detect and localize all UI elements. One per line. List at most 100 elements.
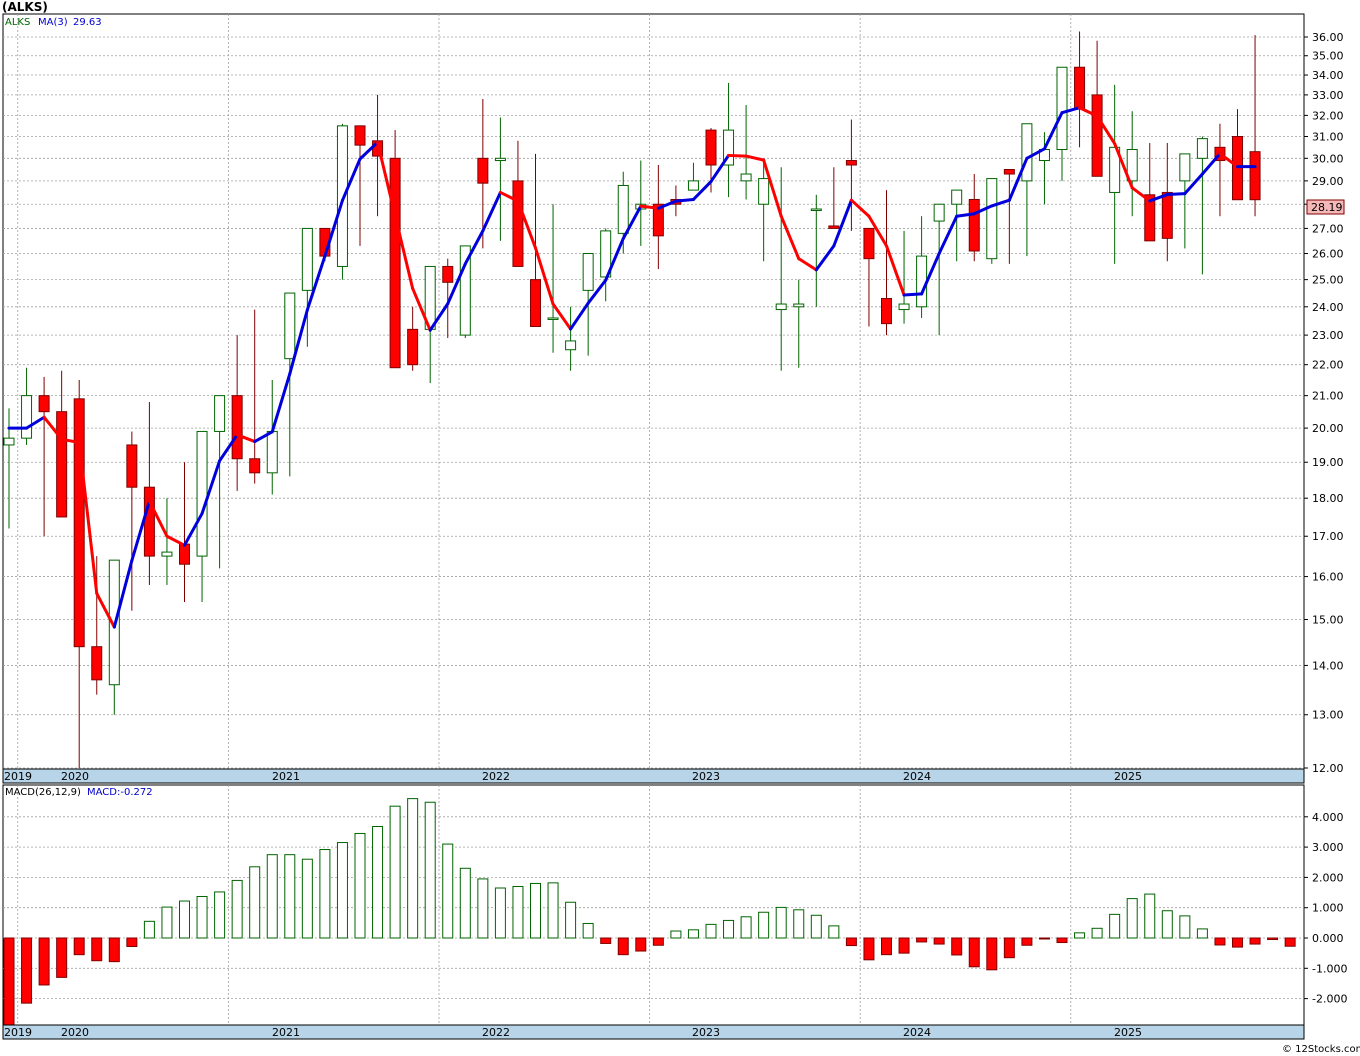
macd-bar [617,937,629,956]
legend-symbol: ALKS [5,17,30,28]
macd-bar [670,930,682,939]
ma-segment [902,292,924,297]
macd-tick-label: 3.000 [1312,841,1344,854]
macd-bar [266,854,278,939]
candle-body [477,157,489,184]
macd-legend-label: MACD(26,12,9) [5,787,81,798]
candle [91,556,103,695]
ma-segment [1165,192,1187,197]
macd-bar [898,937,910,954]
ma-segment [885,244,906,297]
candle-body [1056,66,1068,151]
candle [740,105,752,200]
candle [494,117,506,241]
ma-segment [95,591,116,629]
candle-body [530,279,541,327]
ma-segment [586,278,608,305]
macd-bar [828,925,840,939]
candle-body [1161,191,1173,239]
macd-bar [881,937,892,956]
macd-bar [1003,937,1015,959]
ma-segment [393,213,415,290]
macd-bar [1109,913,1121,939]
macd-bar [1267,937,1279,941]
macd-tick-label: 4.000 [1312,811,1344,824]
candle-body [968,198,980,252]
macd-bar [3,937,15,1030]
candle-body [1179,153,1191,182]
ma-segment [867,214,888,248]
macd-panel: 4.000 3.000 2.000 1.000 0.000 -1.000 -2.000 20… [2,784,1347,1040]
macd-bar [56,937,68,978]
candle [1249,35,1261,217]
candle-body [652,203,664,237]
candle [354,125,366,246]
ma-segment [727,153,748,158]
macd-bar [73,937,85,956]
price-tick-label: 15.00 [1312,614,1344,627]
price-year-label: 2021 [272,770,300,783]
candle [1056,66,1068,181]
candle-body [1196,138,1208,159]
macd-bar [91,937,103,962]
macd-date-labels: 2019 2020 2021 2022 2023 2024 2025 [4,1026,1142,1039]
legend-ma-value: 29.63 [73,17,102,28]
macd-plot-area [2,784,1305,1026]
candle-body [38,395,50,413]
macd-year-label: 2024 [903,1026,931,1039]
candle [1196,136,1208,275]
candle [565,306,577,371]
candle-body [547,317,559,320]
candle [881,190,892,336]
candle [38,376,50,537]
candle-body [284,292,296,360]
price-tick-label: 21.00 [1312,390,1344,403]
ma-segment [42,415,64,441]
macd-bar [1074,932,1086,939]
candle-body [845,160,857,166]
macd-bar [758,911,770,939]
ma-segment [77,441,99,595]
macd-tick-label: -2.000 [1312,993,1347,1006]
ma-segment [972,204,994,216]
macd-bar [705,923,717,939]
ma-segment [288,308,309,376]
macd-year-label: 2025 [1114,1026,1142,1039]
macd-bar [547,882,559,939]
candle-body [582,253,594,291]
macd-bar [372,825,384,939]
ma-segment [1042,111,1064,151]
ma-segment [1130,186,1152,203]
candle-body [1126,149,1138,182]
macd-bar [1179,915,1191,939]
candle [196,430,208,603]
macd-bar [933,937,945,945]
price-year-label: 2020 [61,770,89,783]
macd-bar [108,937,120,963]
candle [459,245,471,339]
macd-tick-label: -1.000 [1312,962,1347,975]
macd-bar [793,909,805,939]
ma-segment [498,190,520,203]
macd-bar [565,901,577,939]
ma-segment [1060,106,1082,115]
price-tick-label: 26.00 [1312,248,1344,261]
candle-body [933,203,945,222]
macd-bar [1284,937,1296,947]
macd-bar [424,801,436,939]
macd-bars [3,798,1296,1030]
candle [845,119,857,231]
macd-bar [249,866,261,939]
macd-bar [477,878,489,939]
ma-segment [569,301,590,331]
candle [652,165,664,270]
candle [1003,168,1015,264]
ma-segment [762,158,783,218]
macd-bar [389,805,401,939]
candle [1232,109,1243,201]
macd-bar [336,842,348,939]
ma-segment [376,140,397,217]
macd-bar [214,891,226,939]
candle [214,395,226,569]
